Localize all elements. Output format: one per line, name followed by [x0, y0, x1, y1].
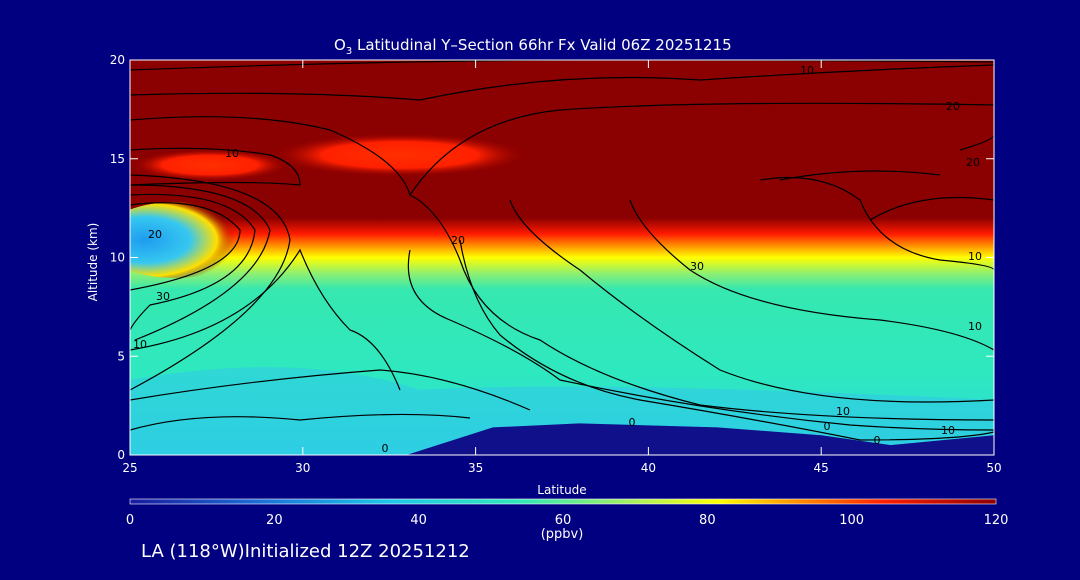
chart-title-main: Latitudinal Y–Section 66hr Fx Valid 06Z …: [352, 36, 731, 54]
contour-line: [869, 196, 994, 221]
contour-line: [509, 199, 994, 403]
contour-line: [409, 194, 994, 421]
contour-label: 30: [690, 260, 704, 273]
colorbar: [129, 498, 997, 505]
low-ozone-pocket: [130, 202, 250, 278]
contour-line: [130, 413, 471, 431]
contour-label: 0: [874, 434, 881, 447]
colorbar-tick-label: 0: [126, 513, 134, 528]
contour-line: [459, 239, 994, 441]
x-tick-label: 50: [986, 461, 1001, 475]
colorbar-tick-label: 40: [410, 513, 427, 528]
contour-line: [779, 170, 941, 181]
contour-line: [130, 147, 301, 186]
contour-label: 30: [156, 290, 170, 303]
x-tick-label: 45: [814, 461, 829, 475]
colorbar-tick-label: 60: [555, 513, 572, 528]
contour-line: [130, 64, 994, 101]
colorbar-ticks: 0 20 40 60 80 100 120: [126, 513, 1009, 528]
chart-title-prefix: O: [334, 36, 346, 54]
high-ozone-intrusion: [270, 133, 530, 177]
colorbar-unit-label: (ppbv): [541, 527, 584, 542]
contour-line: [407, 249, 994, 431]
x-axis: 25 30 35 40 45 50: [122, 60, 1002, 475]
chart-title-subscript: 3: [346, 46, 352, 57]
contour-label: 10: [133, 338, 147, 351]
y-axis-label: Altitude (km): [86, 223, 100, 302]
contour-label-group: 0 10 20 30 10 20 10 20 30 10 20 10 0 0 10 0 10: [133, 64, 982, 455]
x-tick-label: 35: [468, 461, 483, 475]
x-tick-label: 30: [295, 461, 310, 475]
colorbar-tick-label: 20: [266, 513, 283, 528]
contour-line: [130, 202, 241, 291]
y-tick-label: 0: [117, 448, 125, 462]
contour-line: [130, 248, 401, 391]
y-tick-label: 15: [110, 152, 125, 166]
contour-label: 0: [382, 442, 389, 455]
contour-label: 10: [225, 147, 239, 160]
contour-lines: [130, 60, 994, 441]
high-ozone-intrusion-west: [130, 149, 290, 181]
contour-line: [130, 102, 994, 197]
contour-label: 0: [629, 416, 636, 429]
x-axis-label: Latitude: [537, 483, 586, 497]
contour-line: [130, 369, 531, 411]
contour-label: 10: [836, 405, 850, 418]
colorbar-tick-label: 100: [839, 513, 864, 528]
contour-label: 0: [824, 420, 831, 433]
x-tick-label: 40: [641, 461, 656, 475]
contour-label: 10: [941, 424, 955, 437]
x-tick-label: 25: [122, 461, 137, 475]
terrain-mask: [130, 423, 994, 455]
contour-line: [130, 193, 256, 331]
y-tick-label: 5: [117, 349, 125, 363]
colorbar-tick-label: 80: [699, 513, 716, 528]
chart-title: O3 Latitudinal Y–Section 66hr Fx Valid 0…: [334, 36, 732, 57]
contour-line: [130, 184, 271, 341]
contour-line: [629, 199, 994, 351]
y-tick-label: 10: [110, 251, 125, 265]
contour-label: 10: [968, 250, 982, 263]
contour-line: [130, 174, 291, 391]
contour-line: [759, 176, 994, 271]
run-info-footer: LA (118°W)Initialized 12Z 20251212: [141, 541, 470, 562]
contour-label: 20: [148, 228, 162, 241]
colorbar-tick-label: 120: [984, 513, 1009, 528]
contour-label: 10: [800, 64, 814, 77]
contour-label: 20: [966, 156, 980, 169]
y-axis: 0 5 10 15 20: [110, 53, 994, 462]
ozone-field: 0 10 20 30 10 20 10 20 30 10 20 10 0 0 10 0 10: [130, 60, 994, 455]
contour-label: 10: [968, 320, 982, 333]
contour-label: 20: [946, 100, 960, 113]
contour-label: 20: [451, 234, 465, 247]
y-tick-label: 20: [110, 53, 125, 67]
